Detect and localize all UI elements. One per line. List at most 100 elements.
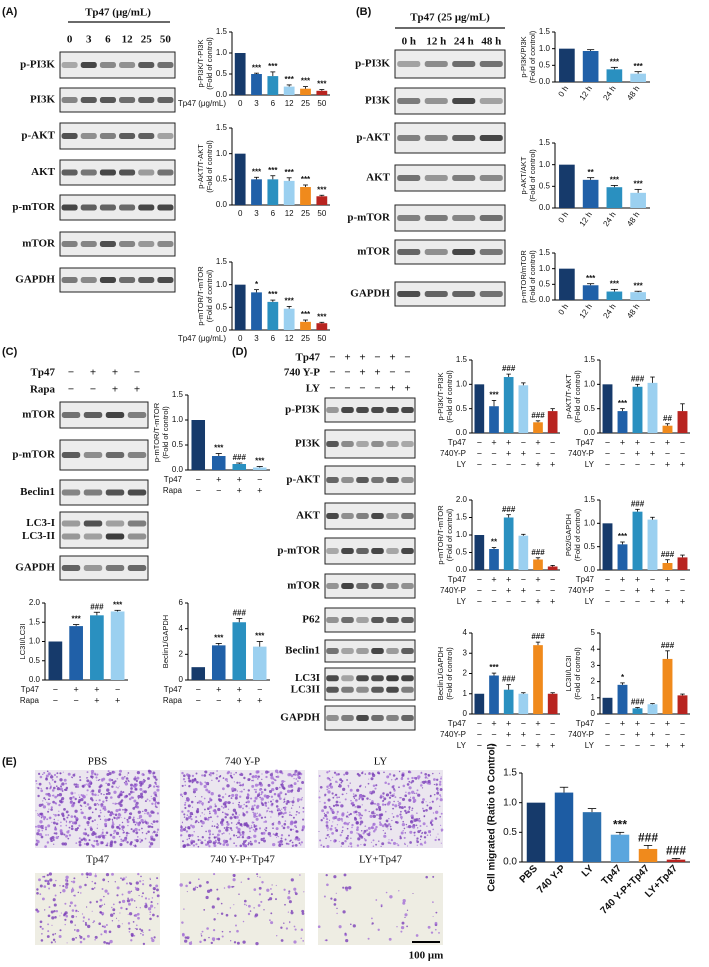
condition-name: Tp47 <box>21 685 40 694</box>
condition-mark: − <box>53 684 58 694</box>
cell <box>119 803 123 808</box>
cell <box>234 914 237 917</box>
cell <box>248 904 251 908</box>
cell <box>102 829 104 831</box>
cell <box>93 832 97 836</box>
cell <box>326 883 329 887</box>
bar <box>232 464 247 470</box>
cell <box>44 845 47 848</box>
cell <box>357 837 361 841</box>
cell <box>279 791 283 795</box>
cell <box>180 825 182 827</box>
cell <box>116 894 119 897</box>
condition-name: LY <box>585 460 595 469</box>
cell <box>408 798 412 802</box>
cell <box>385 794 387 796</box>
condition-mark: − <box>404 367 410 379</box>
cell <box>251 779 253 782</box>
cell <box>428 806 433 810</box>
cell <box>128 797 132 801</box>
band <box>105 412 125 418</box>
cell <box>223 827 226 829</box>
cell <box>35 810 37 812</box>
significance: ### <box>531 548 545 557</box>
cell <box>233 842 235 845</box>
cell <box>254 774 258 779</box>
cell <box>284 838 287 841</box>
cell <box>82 837 86 841</box>
cell <box>286 789 291 794</box>
bar <box>191 420 206 470</box>
y-axis-label: Beclin1/GAPDH <box>161 615 170 668</box>
cell <box>47 802 51 806</box>
cell <box>184 781 186 783</box>
cell <box>238 784 240 786</box>
cell <box>212 928 216 932</box>
cell <box>371 917 373 920</box>
cell <box>258 792 260 794</box>
cell <box>76 910 78 912</box>
cell <box>91 811 94 814</box>
cell <box>107 942 111 945</box>
cell <box>358 812 360 814</box>
cell <box>299 844 302 846</box>
cell <box>65 782 67 785</box>
cell <box>325 817 329 821</box>
cell <box>240 773 244 777</box>
cell <box>96 842 100 846</box>
cell <box>348 886 352 890</box>
cell <box>326 826 329 829</box>
bar <box>191 667 206 680</box>
bar <box>267 301 279 330</box>
significance: *** <box>255 632 265 641</box>
cell <box>288 834 290 837</box>
cell <box>356 826 359 829</box>
band <box>479 98 503 104</box>
cell <box>330 897 333 900</box>
y-tick-label: 4 <box>463 628 468 637</box>
cell <box>112 835 116 839</box>
cell <box>287 773 291 777</box>
condition-mark: − <box>650 596 655 606</box>
condition-mark: + <box>521 729 526 739</box>
cell <box>253 804 256 807</box>
cell <box>99 778 101 781</box>
significance: *** <box>214 634 224 643</box>
cell <box>139 838 141 840</box>
cell <box>265 775 268 779</box>
cell <box>280 834 284 837</box>
condition-mark: − <box>521 740 526 750</box>
cell <box>245 801 248 804</box>
cell <box>294 837 298 841</box>
y-axis-label: p-mTOR/T-mTOR <box>436 505 445 565</box>
cell <box>362 832 365 835</box>
cell <box>147 907 152 911</box>
cell <box>153 798 156 802</box>
cell <box>58 810 60 812</box>
cell <box>51 795 54 797</box>
blot-row-label: GAPDH <box>350 288 390 300</box>
cell <box>413 776 416 780</box>
cell <box>139 841 142 843</box>
cell <box>44 816 47 819</box>
cell <box>141 832 144 834</box>
cell <box>216 815 219 818</box>
cell <box>380 845 382 848</box>
condition-mark: − <box>68 384 74 396</box>
cell <box>55 822 59 826</box>
cell <box>208 816 210 819</box>
cell <box>378 813 382 817</box>
y-tick-label: 0 <box>463 709 468 718</box>
cell <box>69 905 71 907</box>
cell <box>66 942 68 944</box>
cell <box>75 819 79 822</box>
band <box>371 513 384 519</box>
cell <box>290 784 293 787</box>
cell <box>77 910 79 913</box>
cell <box>108 818 111 821</box>
cell <box>66 880 69 882</box>
y-tick-label: 1.0 <box>29 637 41 646</box>
cell <box>366 829 369 832</box>
cell <box>49 817 52 819</box>
cell <box>137 798 139 800</box>
